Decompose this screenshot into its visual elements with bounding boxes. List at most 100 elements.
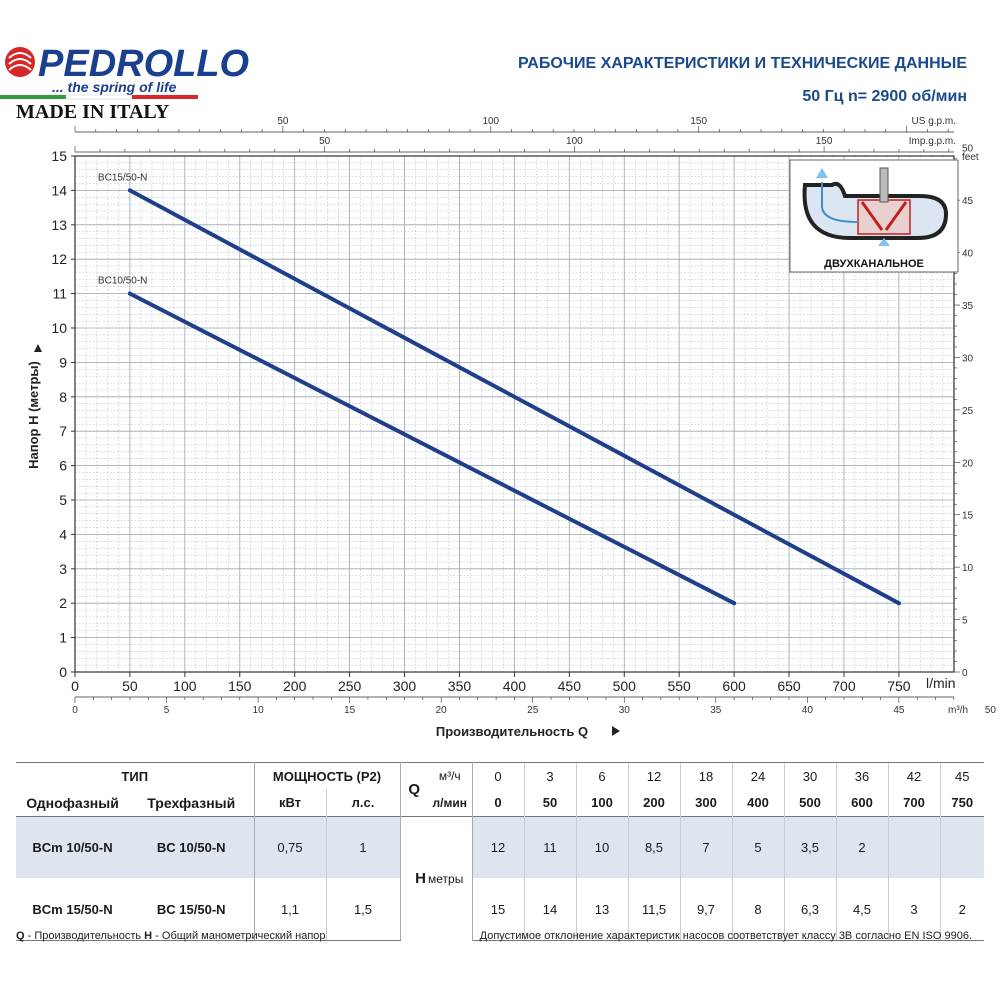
m3h-tick-label: 35 — [710, 705, 722, 716]
flag-green-stripe — [0, 95, 66, 99]
us-gpm-tick-label: 100 — [482, 116, 499, 127]
head-value: 6,3 — [783, 878, 836, 941]
hp-header: л.с. — [326, 789, 401, 817]
x-tick-label: 500 — [613, 678, 637, 694]
legend-h: H — [144, 930, 153, 942]
imp-gpm-tick-label: 100 — [566, 136, 583, 147]
q-m3h-cell: 6 — [575, 762, 628, 789]
q-lmin-cell: 700 — [887, 789, 940, 817]
chart-series: BC15/50-N BC10/50-N — [98, 172, 901, 606]
y-tick-label: 1 — [59, 630, 67, 646]
y-tick-label: 4 — [59, 526, 67, 542]
logo-emblem-icon — [5, 47, 35, 77]
head-value: 2 — [939, 878, 984, 941]
y-tick-label: 2 — [59, 595, 67, 611]
feet-unit: feet — [962, 152, 979, 163]
imp-gpm-unit: Imp.g.p.m. — [909, 136, 956, 147]
m3h-tick-label: 50 — [985, 705, 997, 716]
x-tick-label: 300 — [393, 678, 417, 694]
m3h-tick-label: 5 — [164, 705, 170, 716]
power-hp: 1,5 — [326, 878, 401, 941]
head-value: 11 — [523, 816, 576, 878]
legend-q-text: - Производительность — [24, 930, 145, 942]
series-label: BC10/50-N — [98, 276, 147, 287]
impeller-inset: ДВУХКАНАЛЬНОЕ — [789, 159, 959, 273]
model-single-phase: BCm 15/50-N — [16, 878, 129, 941]
x-tick-label: 400 — [503, 678, 527, 694]
flag-white-stripe — [65, 94, 133, 100]
head-value: 9,7 — [679, 878, 732, 941]
series-point — [896, 601, 901, 606]
head-value: 14 — [523, 878, 576, 941]
x-tick-label: 150 — [228, 678, 252, 694]
logo-waves-icon — [8, 52, 32, 71]
q-m3h-cell: 36 — [835, 762, 888, 789]
col-type-header: ТИП — [16, 762, 255, 789]
series-point — [127, 291, 132, 296]
q-lmin-cell: 750 — [939, 789, 984, 817]
series-point — [127, 188, 132, 193]
x-axis-arrow-icon — [612, 726, 620, 736]
power-hp: 1 — [326, 816, 401, 878]
q-lmin-cell: 300 — [679, 789, 732, 817]
x-tick-label: 200 — [283, 678, 307, 694]
m3h-tick-label: 30 — [619, 705, 631, 716]
legend-h-text: - Общий манометрический напор — [152, 930, 326, 942]
x-axis-title: Производительность Q — [436, 724, 588, 739]
x-tick-label: 450 — [558, 678, 582, 694]
x-unit-label: l/min — [926, 675, 956, 691]
m3h-tick-label: 10 — [253, 705, 265, 716]
q-lmin-cell: 100 — [575, 789, 628, 817]
feet-tick-label: 20 — [962, 458, 974, 469]
y-tick-label: 15 — [51, 148, 67, 164]
made-in-italy: MADE IN ITALY — [16, 101, 170, 123]
x-axis-title-group: Производительность Q — [436, 724, 620, 739]
us-gpm-tick-label: 50 — [277, 116, 289, 127]
feet-tick-label: 30 — [962, 353, 974, 364]
x-tick-label: 250 — [338, 678, 362, 694]
x-tick-label: 700 — [832, 678, 856, 694]
table-row: BCm 10/50-N BC 10/50-N 0,75 1 H метры 12… — [16, 816, 984, 941]
x-tick-label: 650 — [777, 678, 801, 694]
feet-tick-label: 5 — [962, 616, 968, 627]
us-gpm-tick-label: 150 — [690, 116, 707, 127]
x-tick-label: 350 — [448, 678, 472, 694]
y-tick-label: 7 — [59, 423, 67, 439]
y-tick-label: 12 — [51, 251, 67, 267]
q-m3h-cell: 42 — [887, 762, 940, 789]
power-kw: 0,75 — [254, 816, 327, 878]
unit-lmin: л/мин — [428, 789, 473, 817]
head-value: 13 — [575, 878, 628, 941]
head-value: 10 — [575, 816, 628, 878]
y-tick-label: 13 — [51, 217, 67, 233]
x-tick-label: 100 — [173, 678, 197, 694]
y-axis-title: Напор H (метры) — [26, 361, 41, 469]
q-m3h-cell: 18 — [679, 762, 732, 789]
page-title: РАБОЧИЕ ХАРАКТЕРИСТИКИ И ТЕХНИЧЕСКИЕ ДАН… — [518, 55, 967, 72]
m3h-tick-label: 0 — [72, 705, 78, 716]
head-value: 3 — [887, 878, 940, 941]
head-value: 5 — [731, 816, 784, 878]
spec-table: ТИП МОЩНОСТЬ (P2) Q м³/ч 0 3 6 12 18 24 … — [16, 762, 984, 941]
inset-label: ДВУХКАНАЛЬНОЕ — [824, 258, 924, 270]
q-m3h-cell: 45 — [939, 762, 984, 789]
y-tick-label: 11 — [52, 286, 67, 302]
h-unit: метры — [428, 816, 473, 941]
head-value: 15 — [472, 878, 524, 941]
feet-tick-label: 25 — [962, 406, 974, 417]
head-value: 4,5 — [835, 878, 888, 941]
m3h-tick-label: 20 — [436, 705, 448, 716]
head-value: 8,5 — [627, 816, 680, 878]
head-value — [887, 816, 940, 878]
three-phase-header: Трехфазный — [129, 789, 255, 817]
single-phase-header: Однофазный — [26, 794, 119, 811]
x-tick-label: 0 — [71, 678, 79, 694]
flag-red-stripe — [132, 95, 198, 99]
chart-area: PEDROLLO ... the spring of life MADE IN … — [0, 43, 997, 739]
kw-header: кВт — [254, 789, 327, 817]
footer-tolerance: Допустимое отклонение характеристик насо… — [479, 930, 972, 942]
table-row: BCm 15/50-N BC 15/50-N 1,1 1,5 15 14 13 … — [16, 878, 984, 941]
feet-tick-label: 40 — [962, 249, 974, 260]
brand-name: PEDROLLO — [38, 43, 249, 85]
head-value — [939, 816, 984, 878]
